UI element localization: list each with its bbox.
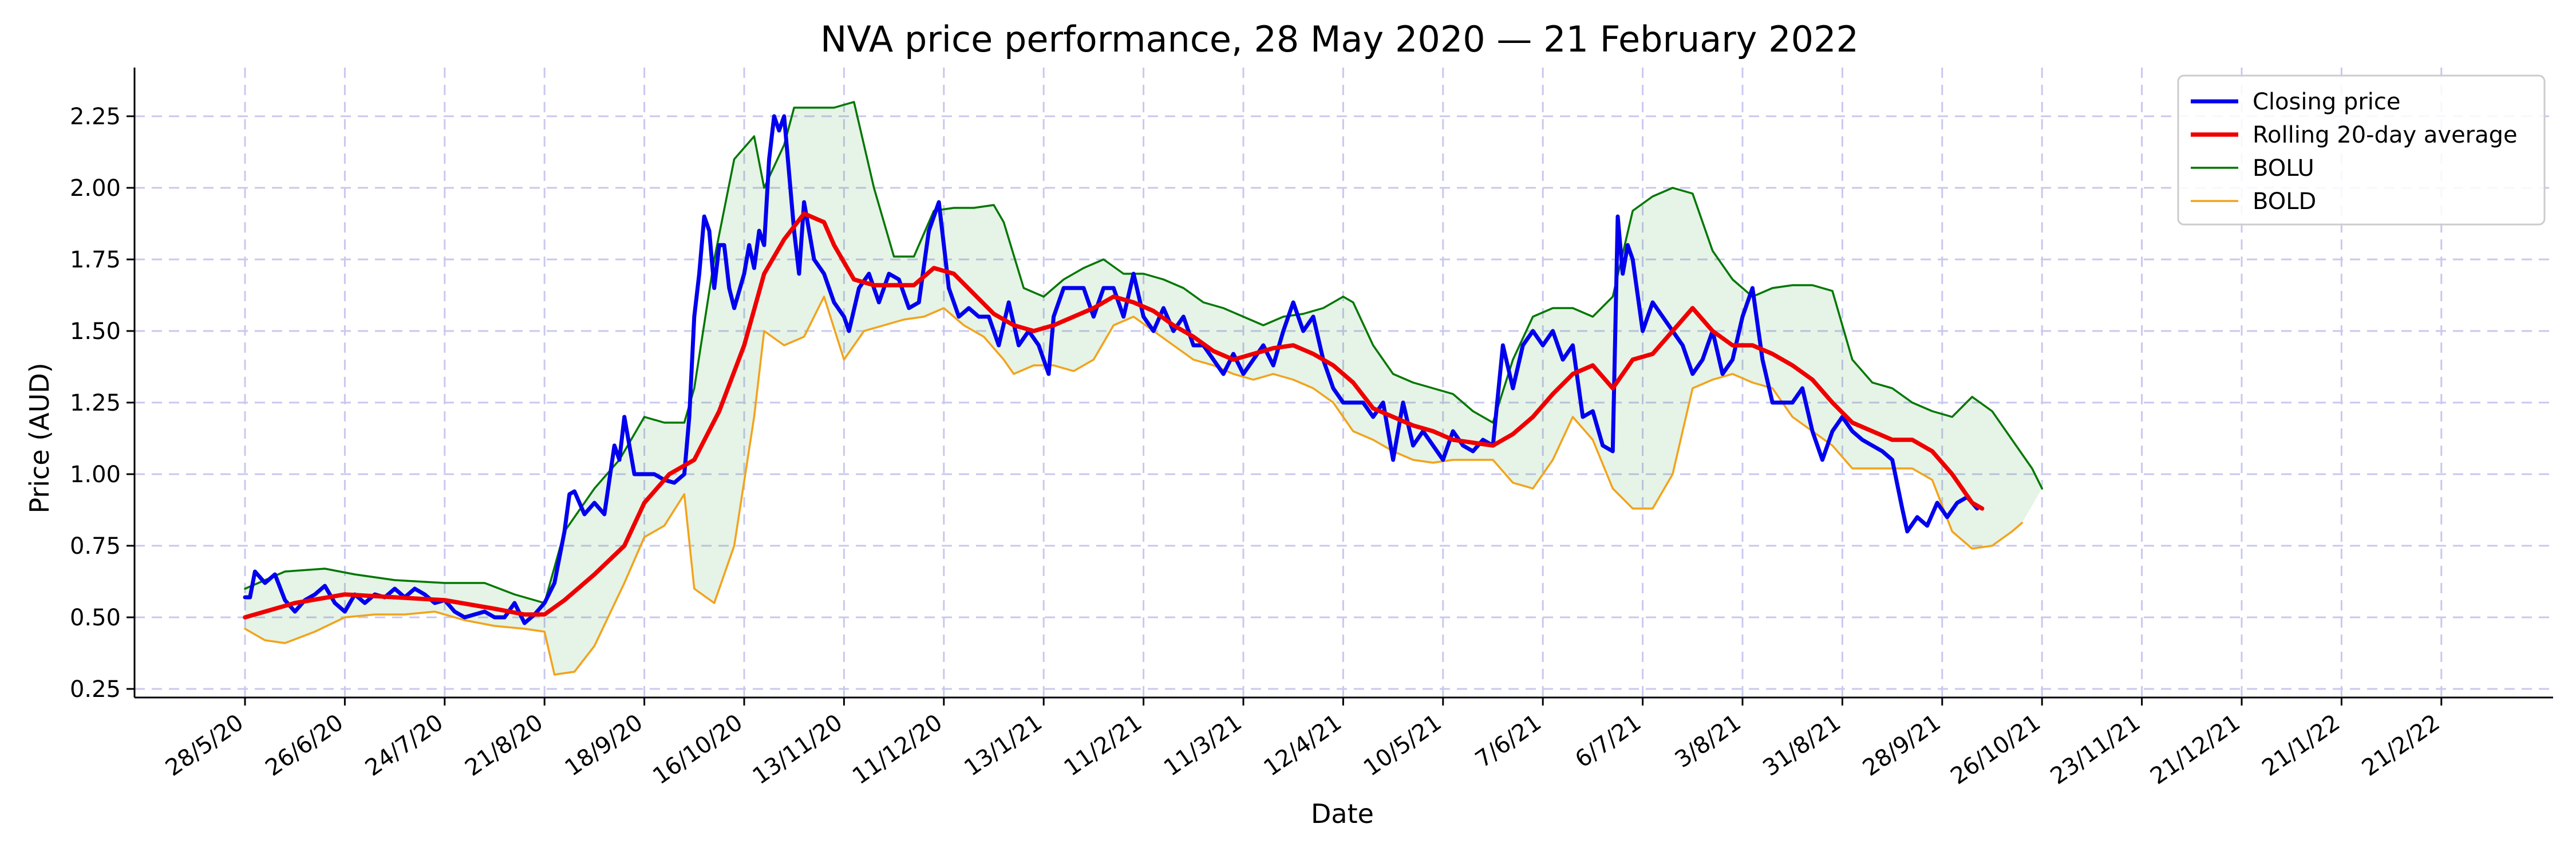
x-tick-label: 26/10/21 xyxy=(1946,710,2045,790)
series-line-rolling-20-day-average xyxy=(243,211,1985,620)
x-tick-label: 28/9/21 xyxy=(1858,710,1946,782)
y-tick-label: 0.75 xyxy=(70,533,121,559)
bollinger-band-fill xyxy=(245,102,2042,675)
series-line-bolu xyxy=(244,101,2043,604)
x-tick-label: 21/2/22 xyxy=(2357,710,2445,782)
y-tick-label: 0.50 xyxy=(70,605,121,631)
y-tick-label: 1.25 xyxy=(70,390,121,416)
x-tick-label: 11/2/21 xyxy=(1060,710,1147,782)
x-tick-label: 6/7/21 xyxy=(1570,710,1646,774)
legend-label: BOLU xyxy=(2253,155,2314,182)
x-tick-label: 13/11/20 xyxy=(748,710,848,790)
y-tick-label: 0.25 xyxy=(70,676,121,703)
legend-label: BOLD xyxy=(2253,188,2316,215)
x-axis-label: Date xyxy=(1311,798,1374,829)
x-axis-ticks: 28/5/20 26/6/20 24/7/20 21/8/20 18/9/20 16/10… xyxy=(161,698,2445,790)
x-tick-label: 28/5/20 xyxy=(161,710,248,782)
x-tick-label: 16/10/20 xyxy=(648,710,748,790)
chart-title: NVA price performance, 28 May 2020 — 21 … xyxy=(820,18,1859,60)
legend-box xyxy=(2177,74,2546,226)
y-tick-label: 1.75 xyxy=(70,247,121,273)
x-tick-label: 21/8/20 xyxy=(460,710,548,782)
band-fill xyxy=(245,102,2042,675)
y-tick-label: 1.50 xyxy=(70,318,121,345)
series-line-bold xyxy=(244,295,2024,676)
x-tick-label: 7/6/21 xyxy=(1471,710,1546,774)
y-axis-ticks: 0.25 0.50 0.75 1.00 1.25 1.50 1.75 2.00 2.25 xyxy=(70,104,135,703)
legend: Closing price Rolling 20-day average BOLU B… xyxy=(2177,74,2546,226)
x-tick-label: 11/12/20 xyxy=(848,710,947,790)
x-tick-label: 12/4/21 xyxy=(1259,710,1346,782)
x-tick-label: 24/7/20 xyxy=(361,710,448,782)
x-tick-label: 18/9/20 xyxy=(560,710,648,782)
x-tick-label: 13/1/21 xyxy=(959,710,1047,782)
x-tick-label: 31/8/21 xyxy=(1758,710,1846,782)
y-axis-label: Price (AUD) xyxy=(24,362,55,513)
x-tick-label: 23/11/21 xyxy=(2046,710,2146,790)
x-tick-label: 11/3/21 xyxy=(1159,710,1247,782)
x-tick-label: 10/5/21 xyxy=(1359,710,1447,782)
series-lines xyxy=(243,101,2043,676)
series-line-closing-price xyxy=(243,114,1980,625)
legend-label: Closing price xyxy=(2253,89,2400,115)
x-tick-label: 3/8/21 xyxy=(1670,710,1746,774)
x-tick-label: 21/1/22 xyxy=(2257,710,2345,782)
y-tick-label: 1.00 xyxy=(70,462,121,488)
legend-label: Rolling 20-day average xyxy=(2253,122,2518,148)
x-tick-label: 21/12/21 xyxy=(2146,710,2245,790)
x-tick-label: 26/6/20 xyxy=(260,710,348,782)
y-tick-label: 2.25 xyxy=(70,104,121,130)
y-tick-label: 2.00 xyxy=(70,175,121,202)
